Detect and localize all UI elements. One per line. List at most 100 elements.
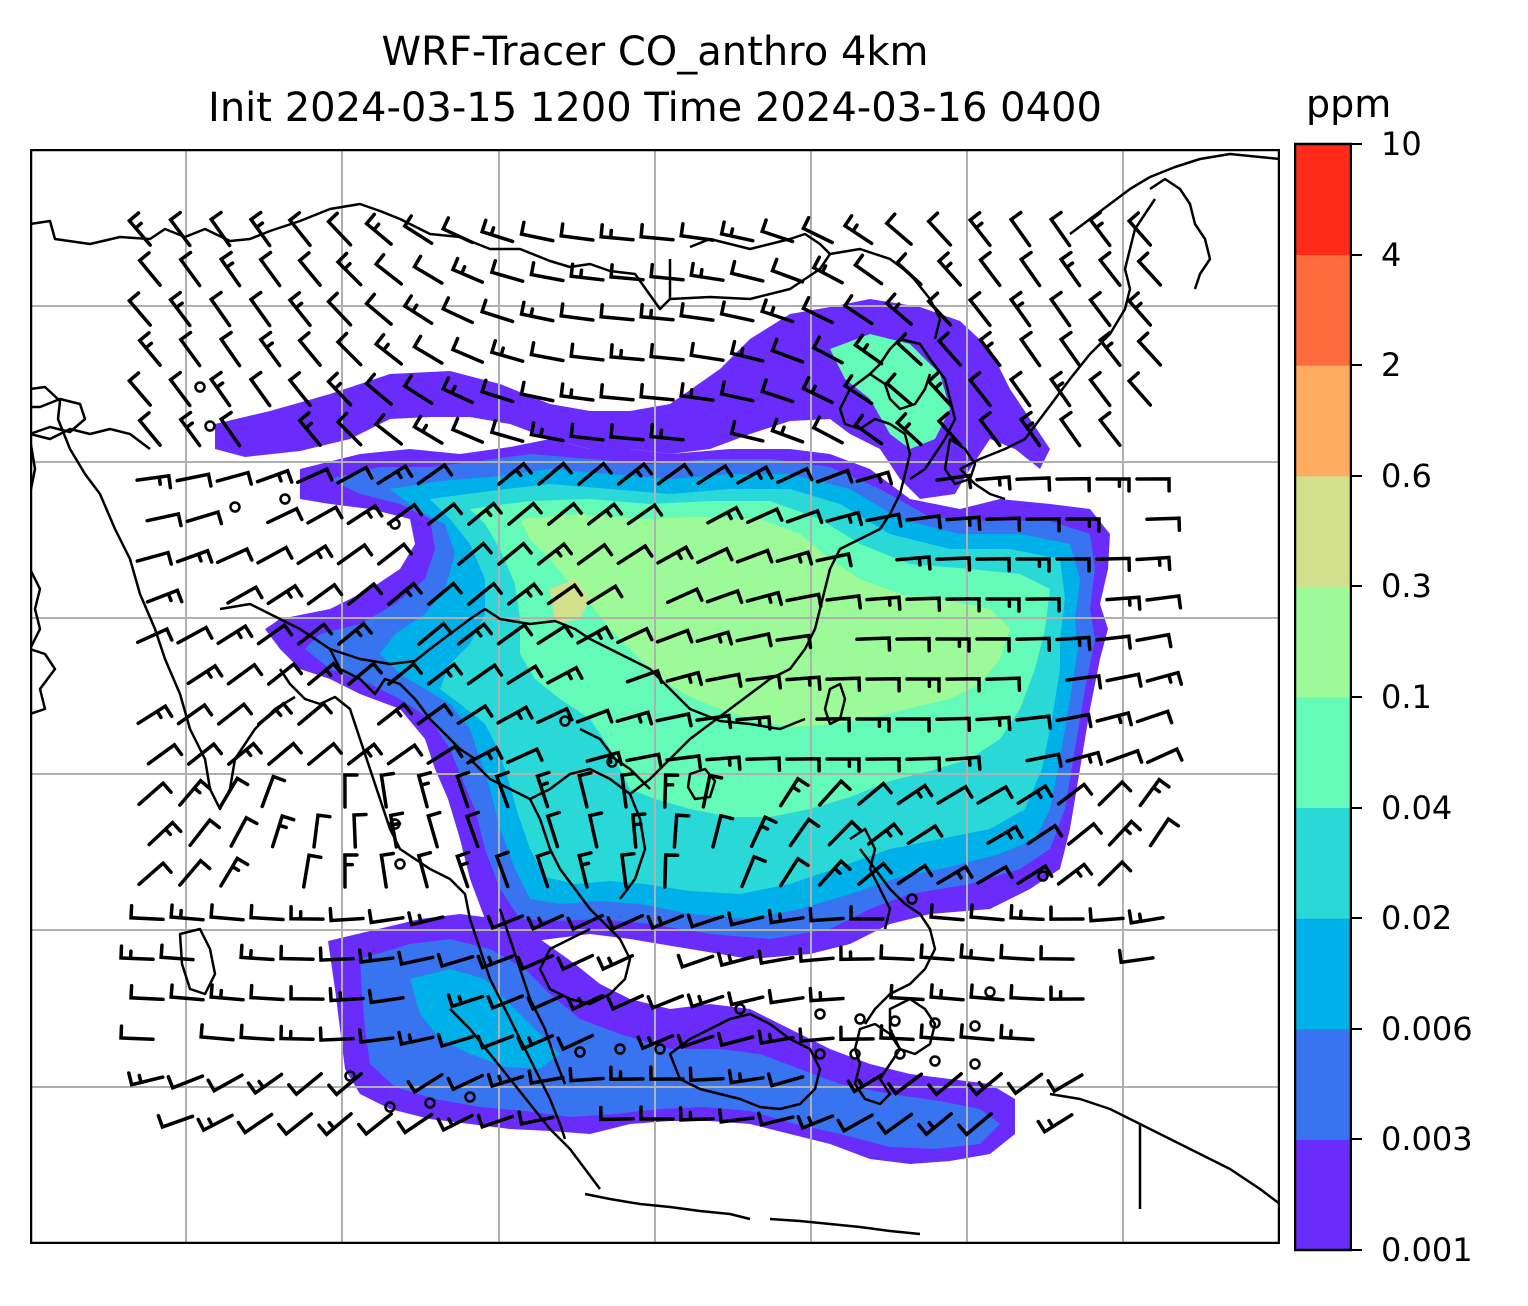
- wind-barb: [336, 542, 374, 566]
- calm-wind-circle: [889, 1015, 901, 1027]
- wind-barb: [905, 514, 943, 530]
- wind-barb: [978, 250, 1002, 288]
- wind-barb: [440, 296, 475, 325]
- wind-barb: [736, 464, 774, 485]
- wind-barb: [166, 1074, 205, 1091]
- calm-wind-circle: [969, 1020, 981, 1032]
- wind-barb: [686, 913, 725, 929]
- wind-barb: [935, 716, 972, 733]
- wind-barb: [379, 851, 396, 889]
- wind-barb: [328, 986, 365, 1003]
- border-burma-2: [328, 648, 476, 761]
- wind-barb: [656, 544, 694, 565]
- wind-barb: [969, 903, 1005, 922]
- colorbar-tick-mark: [1352, 696, 1362, 698]
- wind-barb: [486, 994, 525, 1011]
- wind-barb: [842, 214, 874, 246]
- wind-barb: [766, 1072, 805, 1088]
- wind-barb: [249, 903, 285, 922]
- wind-barb: [287, 291, 312, 328]
- calm-wind-circle: [849, 1048, 861, 1060]
- wind-barb: [352, 812, 368, 849]
- coastline-philippines: [859, 848, 937, 1025]
- wind-barb: [827, 819, 863, 847]
- wind-barb: [535, 770, 551, 809]
- wind-barb: [301, 853, 323, 889]
- wind-barb: [476, 1034, 515, 1050]
- wind-barb: [489, 339, 525, 363]
- wind-barb: [127, 1071, 165, 1087]
- calm-wind-circle: [906, 893, 918, 905]
- wind-barb: [397, 1030, 435, 1047]
- wind-barb: [529, 341, 565, 363]
- calm-wind-circle: [204, 420, 216, 432]
- wind-barb: [745, 756, 782, 772]
- wind-barb: [178, 778, 212, 807]
- wind-barb: [455, 770, 471, 809]
- calm-wind-circle: [929, 1017, 941, 1029]
- coastline-korea: [899, 337, 957, 481]
- wind-barb: [896, 783, 934, 806]
- wind-barb: [248, 290, 272, 328]
- border-west-4: [30, 568, 42, 650]
- wind-barb: [296, 621, 334, 646]
- wind-barb: [169, 983, 205, 1002]
- wind-barb: [770, 417, 805, 444]
- wind-barb: [1036, 1113, 1074, 1135]
- wind-barb: [798, 1027, 835, 1043]
- wind-barb: [536, 541, 574, 566]
- wind-barb: [884, 292, 913, 326]
- wind-barb: [639, 223, 675, 242]
- wind-barb: [1058, 250, 1082, 288]
- wind-barb: [367, 988, 405, 1005]
- wind-barb: [842, 374, 874, 406]
- border-indochina-inner: [529, 767, 647, 900]
- wind-barb: [559, 302, 595, 322]
- wind-barb: [729, 339, 765, 363]
- wind-barb: [317, 1112, 353, 1137]
- wind-barb: [494, 850, 510, 889]
- wind-barb: [1048, 290, 1072, 328]
- wind-barb: [546, 665, 584, 685]
- wind-barb: [919, 1023, 955, 1042]
- wind-barb: [1138, 777, 1171, 808]
- wind-barb: [1008, 210, 1032, 248]
- wind-barb: [927, 1072, 963, 1097]
- wind-barb: [1025, 597, 1061, 613]
- wind-barb: [727, 991, 765, 1007]
- wind-barb: [178, 858, 212, 887]
- wind-barb: [811, 415, 844, 445]
- wind-barb: [376, 463, 414, 486]
- wind-barb: [689, 341, 725, 362]
- calm-wind-circle: [814, 1048, 826, 1060]
- wind-barb: [446, 1073, 484, 1092]
- wind-barb: [917, 1112, 953, 1137]
- wind-barb: [587, 811, 604, 849]
- wind-barb: [616, 461, 654, 486]
- wind-barb: [735, 631, 773, 648]
- wind-barb: [297, 331, 322, 367]
- wind-barb: [999, 1023, 1035, 1042]
- wind-barb: [801, 295, 834, 325]
- wind-barb: [426, 501, 464, 526]
- wind-barb: [936, 411, 963, 447]
- coastline-mindanao: [888, 997, 937, 1056]
- wind-barb: [412, 254, 444, 285]
- wind-barb: [519, 220, 555, 243]
- wind-barb: [257, 701, 293, 726]
- wind-barb: [896, 863, 934, 886]
- wind-barb: [1056, 861, 1094, 886]
- wind-barb: [706, 505, 744, 525]
- wind-barb: [529, 261, 565, 283]
- wind-barb: [719, 380, 755, 403]
- wind-barb: [412, 414, 444, 445]
- wind-barb: [186, 663, 224, 686]
- wind-barb: [489, 259, 525, 283]
- wind-barb: [719, 300, 755, 323]
- calm-wind-circle: [464, 1091, 476, 1103]
- wind-barb: [426, 661, 464, 686]
- wind-barb: [446, 993, 485, 1009]
- wind-barb: [957, 1112, 993, 1137]
- wind-barb: [625, 752, 663, 768]
- wind-barb: [343, 853, 359, 889]
